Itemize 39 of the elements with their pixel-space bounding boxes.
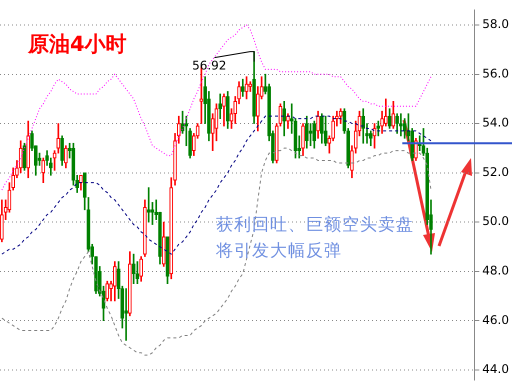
annotation: 获利回吐、巨额空头卖盘将引发大幅反弹 [216,214,415,263]
candlestick [139,256,143,282]
candlestick [244,76,248,100]
candlestick [112,261,117,302]
candlestick [60,136,64,166]
candlestick [392,101,396,129]
candlestick [308,123,312,146]
candlestick [162,222,166,267]
candlestick [166,236,170,284]
candlestick [286,113,290,129]
candlestick [128,251,132,316]
y-tick-label: 56.0 [482,66,509,80]
y-tick-label: 58.0 [482,17,509,32]
text: 原油4小时 [28,31,127,58]
candlestick [222,94,226,126]
candlestick [301,123,305,156]
candlestick [399,113,403,136]
candlestick [64,145,68,168]
y-tick-label: 48.0 [482,264,509,278]
candlestick [376,120,380,136]
candlestick [304,116,309,149]
candlestick [79,174,83,190]
candlestick [105,280,110,302]
candlestick [41,158,46,184]
y-tick-label: 52.0 [482,164,509,179]
candlestick [226,91,230,129]
candlestick [150,202,154,225]
candlestick [143,200,147,257]
annotation: 56.92 [192,58,226,73]
candlestick [312,120,316,149]
y-tick-label: 50.0 [482,214,509,228]
candlestick [22,142,26,171]
candlestick [372,123,376,149]
y-tick-label: 46.0 [482,312,509,327]
y-tick-label: 54.0 [482,116,509,130]
candlestick [252,51,256,124]
line-series [1,24,432,191]
candlestick [316,110,320,139]
y-tick-label: 44.0 [482,362,509,376]
